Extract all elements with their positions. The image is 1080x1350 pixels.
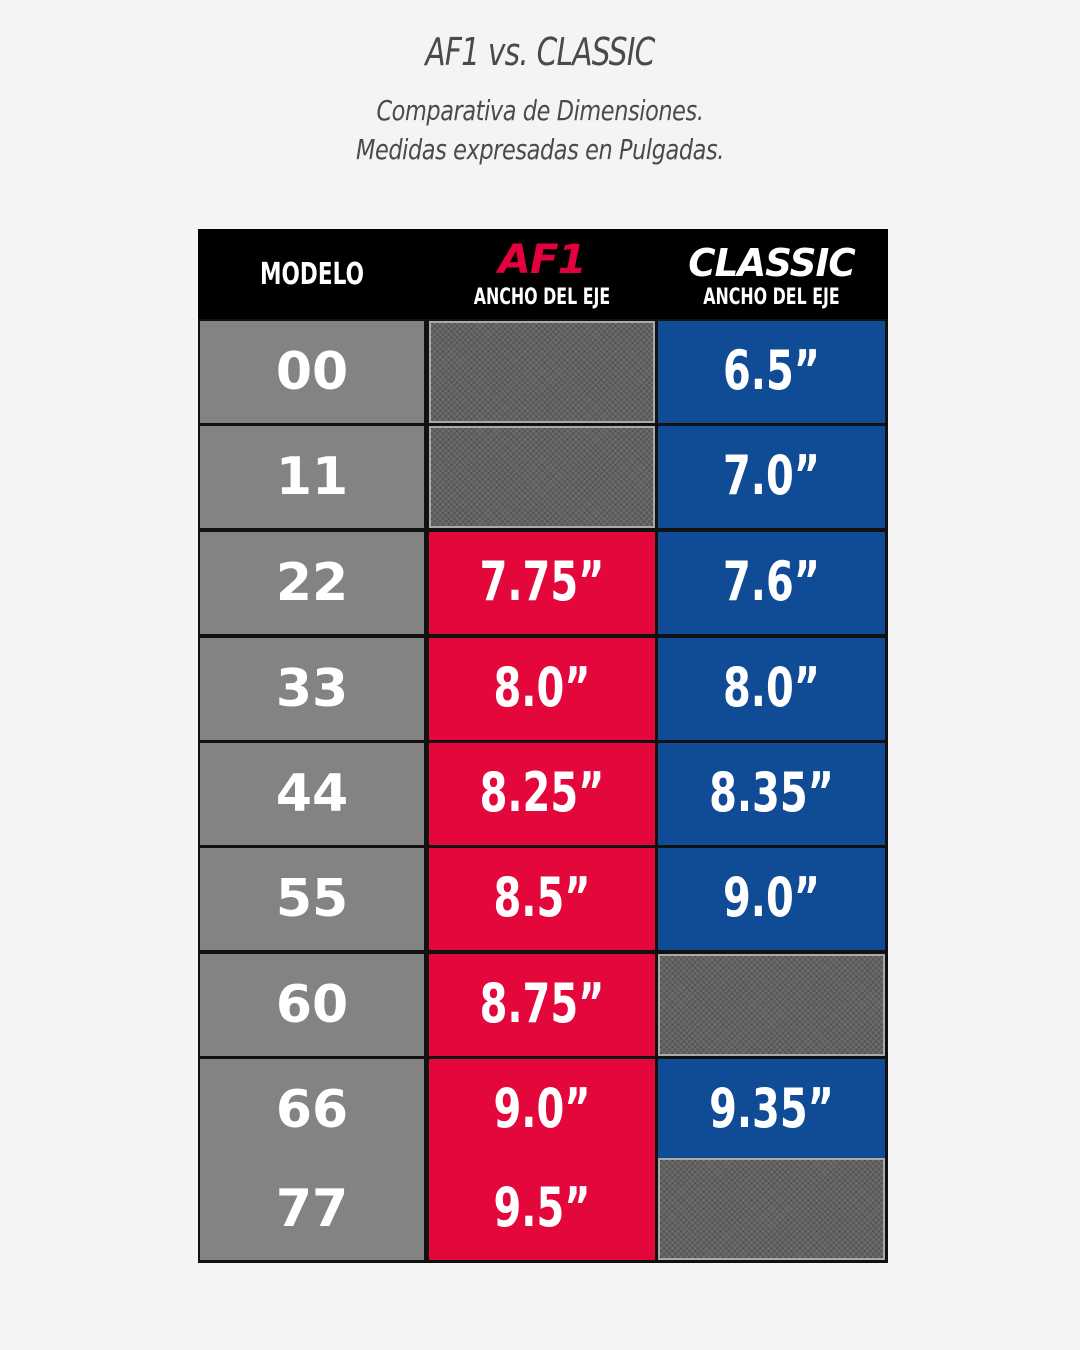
af1-value: 9.5”: [493, 1176, 591, 1239]
classic-value: 8.35”: [709, 761, 834, 824]
classic-subheader: ANCHO DEL EJE: [703, 285, 840, 310]
model-cell: 55: [200, 848, 424, 950]
classic-value: 8.0”: [722, 656, 821, 719]
table-row: 00 6.5”: [198, 321, 888, 427]
model-value: 55: [275, 869, 349, 929]
table-header: MODELO AF1 ANCHO DEL EJE CLASSIC ANCHO D…: [198, 229, 888, 319]
model-cell: 33: [200, 638, 424, 740]
classic-brand-logo: CLASSIC: [688, 241, 856, 285]
table-row: 77 9.5”: [198, 1158, 888, 1264]
af1-cell: 8.5”: [429, 848, 655, 950]
model-cell: 22: [200, 532, 424, 634]
classic-cell: 9.0”: [658, 848, 885, 950]
table-row: 22 7.75” 7.6”: [198, 532, 888, 638]
af1-value: 9.0”: [493, 1077, 591, 1140]
af1-cell: 8.25”: [429, 743, 655, 845]
model-value: 66: [275, 1080, 349, 1140]
model-value: 60: [275, 975, 349, 1035]
af1-value: 8.75”: [479, 972, 605, 1035]
comparison-table: MODELO AF1 ANCHO DEL EJE CLASSIC ANCHO D…: [198, 229, 888, 1263]
model-cell: 44: [200, 743, 424, 845]
classic-cell: 8.0”: [658, 638, 885, 740]
af1-value: 7.75”: [479, 550, 605, 613]
af1-cell: 9.5”: [429, 1158, 655, 1260]
af1-cell: 9.0”: [429, 1059, 655, 1161]
model-value: 44: [275, 764, 349, 824]
model-value: 11: [275, 447, 349, 507]
model-cell: 11: [200, 426, 424, 528]
classic-value: 7.6”: [722, 550, 821, 613]
table-row: 60 8.75”: [198, 954, 888, 1060]
header-model-label: MODELO: [260, 257, 364, 292]
model-value: 33: [275, 659, 349, 719]
model-cell: 66: [200, 1059, 424, 1161]
subtitle-line-1: Comparativa de Dimensiones.: [376, 94, 704, 127]
af1-value: 8.25”: [479, 761, 605, 824]
af1-cell: 8.0”: [429, 638, 655, 740]
classic-value: 7.0”: [722, 444, 821, 507]
af1-cell: 7.75”: [429, 532, 655, 634]
model-value: 77: [275, 1179, 349, 1239]
model-cell: 60: [200, 954, 424, 1056]
classic-cell: 7.6”: [658, 532, 885, 634]
table-row: 11 7.0”: [198, 426, 888, 532]
table-row: 33 8.0” 8.0”: [198, 638, 888, 744]
table-row: 55 8.5” 9.0”: [198, 848, 888, 954]
page-title: AF1 vs. CLASSIC: [425, 30, 655, 74]
classic-cell: 9.35”: [658, 1059, 885, 1161]
classic-value: 6.5”: [722, 339, 821, 402]
classic-cell: [658, 954, 885, 1056]
af1-value: 8.0”: [493, 656, 591, 719]
header-model: MODELO: [200, 229, 424, 319]
af1-value: 8.5”: [493, 866, 591, 929]
subtitle-line-2: Medidas expresadas en Pulgadas.: [356, 133, 724, 166]
header-classic: CLASSIC ANCHO DEL EJE: [658, 229, 885, 319]
af1-cell: [429, 426, 655, 528]
classic-value: 9.0”: [722, 866, 821, 929]
header-af1: AF1 ANCHO DEL EJE: [429, 229, 655, 319]
model-value: 22: [275, 553, 349, 613]
af1-brand-logo: AF1: [498, 237, 586, 283]
classic-cell: 7.0”: [658, 426, 885, 528]
af1-cell: [429, 321, 655, 423]
model-cell: 77: [200, 1158, 424, 1260]
model-cell: 00: [200, 321, 424, 423]
classic-cell: 6.5”: [658, 321, 885, 423]
table-row: 66 9.0” 9.35”: [198, 1059, 888, 1165]
classic-cell: [658, 1158, 885, 1260]
table-row: 44 8.25” 8.35”: [198, 743, 888, 849]
af1-cell: 8.75”: [429, 954, 655, 1056]
af1-subheader: ANCHO DEL EJE: [473, 285, 611, 310]
classic-cell: 8.35”: [658, 743, 885, 845]
classic-value: 9.35”: [709, 1077, 834, 1140]
model-value: 00: [275, 342, 349, 402]
